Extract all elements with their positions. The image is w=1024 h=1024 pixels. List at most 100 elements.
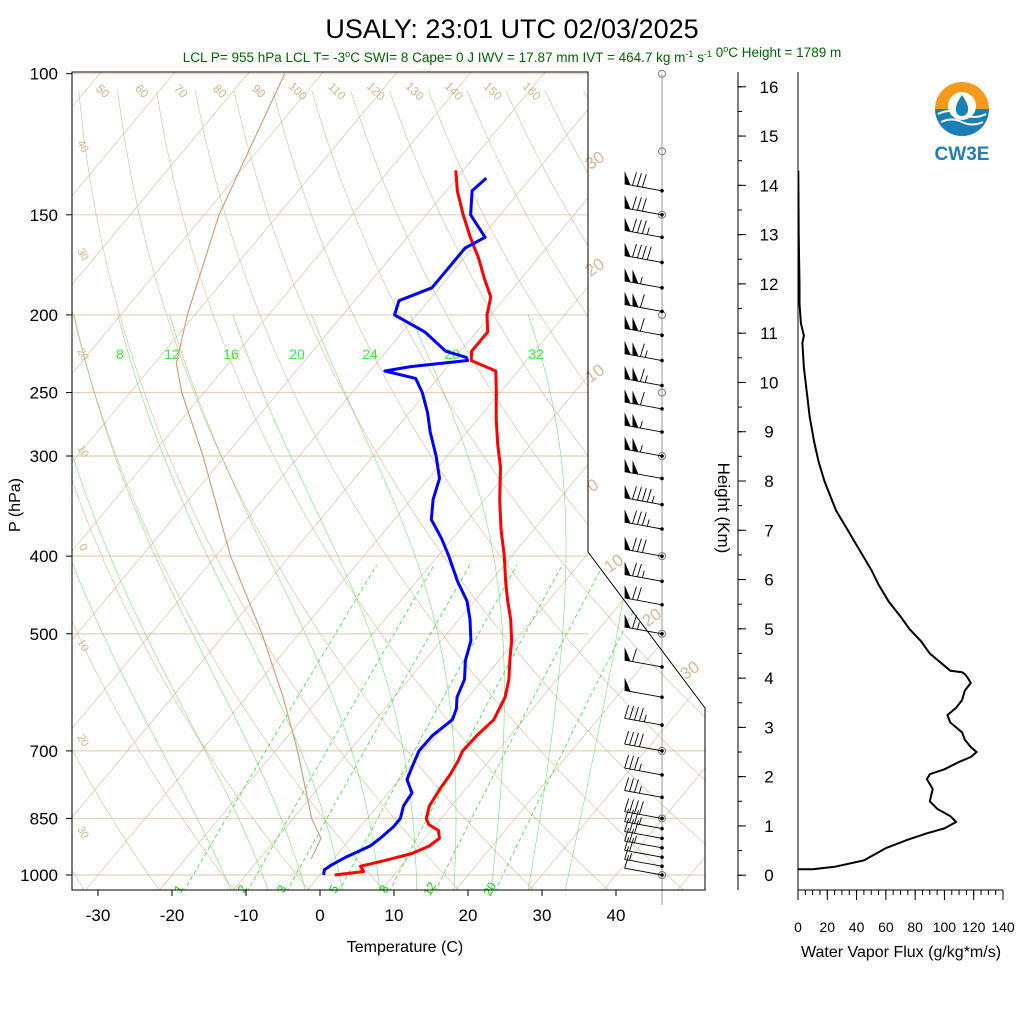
- barb-flag: [634, 800, 639, 814]
- barb-flag: [632, 218, 637, 233]
- barb-pennant: [632, 293, 639, 308]
- isotherm-line: [72, 72, 263, 890]
- barb-flag: [629, 799, 634, 813]
- barb-half-flag: [636, 622, 640, 630]
- dry-adiabat-line: [72, 90, 236, 890]
- barb-pennant: [624, 677, 631, 692]
- barb-staff: [624, 767, 663, 776]
- dry-adiabat-line: [272, 90, 705, 890]
- barb-pennant: [632, 437, 639, 452]
- barb-staff: [624, 378, 663, 386]
- barb-pennant: [624, 242, 631, 257]
- barb-staff: [624, 471, 663, 479]
- isotherm-line: [83, 72, 705, 890]
- stats-swi: SWI= 8: [364, 50, 409, 65]
- barb-flag: [641, 487, 647, 502]
- barb-flag: [636, 219, 642, 233]
- barb-staff: [624, 597, 663, 606]
- barb-pennant: [624, 584, 631, 600]
- dry-adiabat-line: [72, 90, 161, 890]
- barb-flag: [624, 798, 630, 812]
- stats-lcl-t-unit: C: [350, 50, 360, 65]
- barb-flag: [636, 538, 642, 552]
- barb-pennant: [624, 509, 631, 524]
- barb-staff: [624, 790, 663, 798]
- height-ylabel: Height (Km): [714, 463, 733, 554]
- barb-flag: [638, 801, 644, 815]
- temperature-tick-label: 40: [607, 906, 626, 925]
- moist-adiabat-label: 20: [289, 346, 305, 362]
- dry-adiabat-line: [156, 90, 612, 890]
- barb-half-flag: [638, 763, 642, 771]
- isotherm-label: 20: [74, 732, 91, 749]
- dry-adiabat-label: 100: [286, 79, 310, 103]
- isotherm-line: [601, 72, 705, 890]
- dry-adiabat-label: 150: [481, 79, 505, 103]
- isotherm-label-right: 20: [639, 604, 665, 630]
- barb-half-flag: [639, 276, 643, 284]
- mixing-ratio-line: [183, 564, 378, 890]
- barb-level-marker: [658, 210, 666, 219]
- barb-level-marker: [658, 452, 666, 461]
- pressure-tick-label: 1000: [20, 866, 58, 885]
- mixing-ratio-line: [246, 564, 435, 890]
- moist-adiabat-label: 12: [164, 346, 180, 362]
- barb-flag: [636, 563, 642, 577]
- barb-staff: [624, 867, 663, 876]
- stats-line: LCL P= 955 hPa LCL T= -3oC SWI= 8 Cape= …: [183, 44, 841, 65]
- isotherm-label: 0: [76, 542, 89, 553]
- barb-pennant: [624, 458, 631, 473]
- logo-wave-icon-2: [940, 118, 984, 126]
- height-tick-label: 8: [764, 472, 773, 491]
- moist-adiabat-label: 8: [116, 346, 124, 362]
- stats-iwv: IWV = 17.87 mm: [478, 50, 579, 65]
- height-tick-label: 1: [764, 817, 773, 836]
- barb-pennant: [632, 413, 639, 428]
- barb-staff: [624, 743, 663, 752]
- barb-pennant: [624, 647, 631, 662]
- flux-tick-label: 40: [849, 919, 865, 935]
- wind-barb: [624, 561, 664, 584]
- barb-pennant: [624, 170, 631, 186]
- wind-barb: [624, 730, 664, 753]
- barb-pennant: [632, 316, 639, 331]
- barb-flag: [624, 818, 630, 832]
- wind-barb: [624, 827, 664, 850]
- barb-flag: [632, 243, 637, 258]
- barb-pennant: [624, 436, 631, 451]
- barb-flag: [646, 246, 652, 260]
- barb-pennant: [624, 365, 631, 380]
- flux-tick-label: 0: [794, 919, 802, 935]
- barb-flag: [624, 730, 630, 745]
- barb-staff: [624, 448, 663, 457]
- skewt-ylabel: P (hPa): [7, 478, 24, 532]
- barb-pennant: [624, 291, 631, 306]
- dewpoint-line: [322, 176, 488, 876]
- wind-barb: [624, 705, 664, 727]
- moist-adiabat-line: [117, 314, 344, 890]
- wind-barb: [624, 855, 664, 877]
- flux-tick-label: 100: [933, 919, 957, 935]
- pressure-tick-label: 400: [30, 547, 58, 566]
- barb-staff: [624, 659, 663, 668]
- barb-staff: [624, 626, 663, 635]
- wind-barb: [624, 217, 664, 240]
- wind-barb: [624, 647, 664, 669]
- barb-half-flag: [641, 570, 645, 578]
- isotherm-label-right: 30: [677, 657, 703, 683]
- barb-staff: [624, 858, 663, 867]
- barb-flag: [641, 198, 647, 212]
- parcel-line: [175, 73, 322, 860]
- wind-barb: [624, 170, 664, 193]
- temperature-tick-label: -20: [160, 906, 185, 925]
- isotherm-label: 10: [74, 637, 91, 654]
- logo-text: CW3E: [935, 144, 990, 165]
- dry-adiabat-line: [583, 90, 705, 890]
- barb-flag: [632, 648, 637, 662]
- barb-level-marker: [658, 814, 666, 823]
- barb-flag: [629, 778, 634, 792]
- isotherm-label-right: 20: [582, 254, 608, 280]
- barb-flag: [636, 487, 642, 501]
